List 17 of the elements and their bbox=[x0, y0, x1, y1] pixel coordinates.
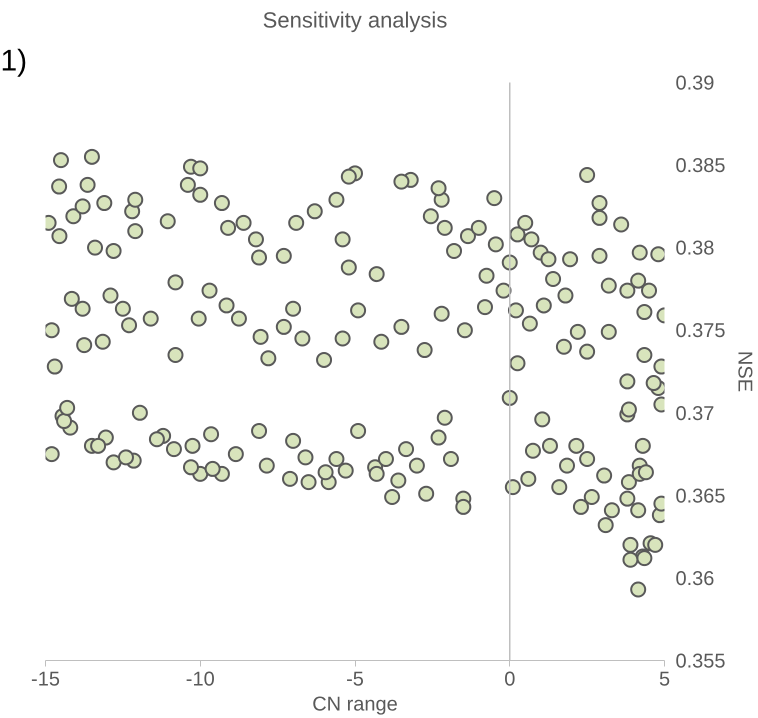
y-tick-label: 0.365 bbox=[676, 485, 726, 508]
text: 1) bbox=[0, 44, 28, 78]
y-tick-label: 0.355 bbox=[676, 650, 726, 672]
y-axis-title: NSE bbox=[734, 350, 756, 392]
chart-title: Sensitivity analysis bbox=[262, 8, 448, 32]
y-tick-label: 0.36 bbox=[676, 568, 714, 590]
y-tick-label: 0.385 bbox=[676, 155, 726, 178]
x-tick-label: -5 bbox=[346, 668, 364, 690]
y-tick-label: 0.38 bbox=[676, 238, 714, 260]
x-tick-label: 0 bbox=[504, 668, 516, 690]
x-tick-label: 5 bbox=[658, 668, 670, 690]
y-tick-label: 0.37 bbox=[676, 402, 714, 425]
y-tick-label: 0.39 bbox=[676, 72, 714, 94]
y-tick-label: 0.375 bbox=[676, 320, 726, 342]
x-tick-label: -10 bbox=[186, 668, 215, 690]
x-tick-label: -15 bbox=[31, 668, 60, 690]
x-axis-title: CN range bbox=[312, 694, 398, 716]
